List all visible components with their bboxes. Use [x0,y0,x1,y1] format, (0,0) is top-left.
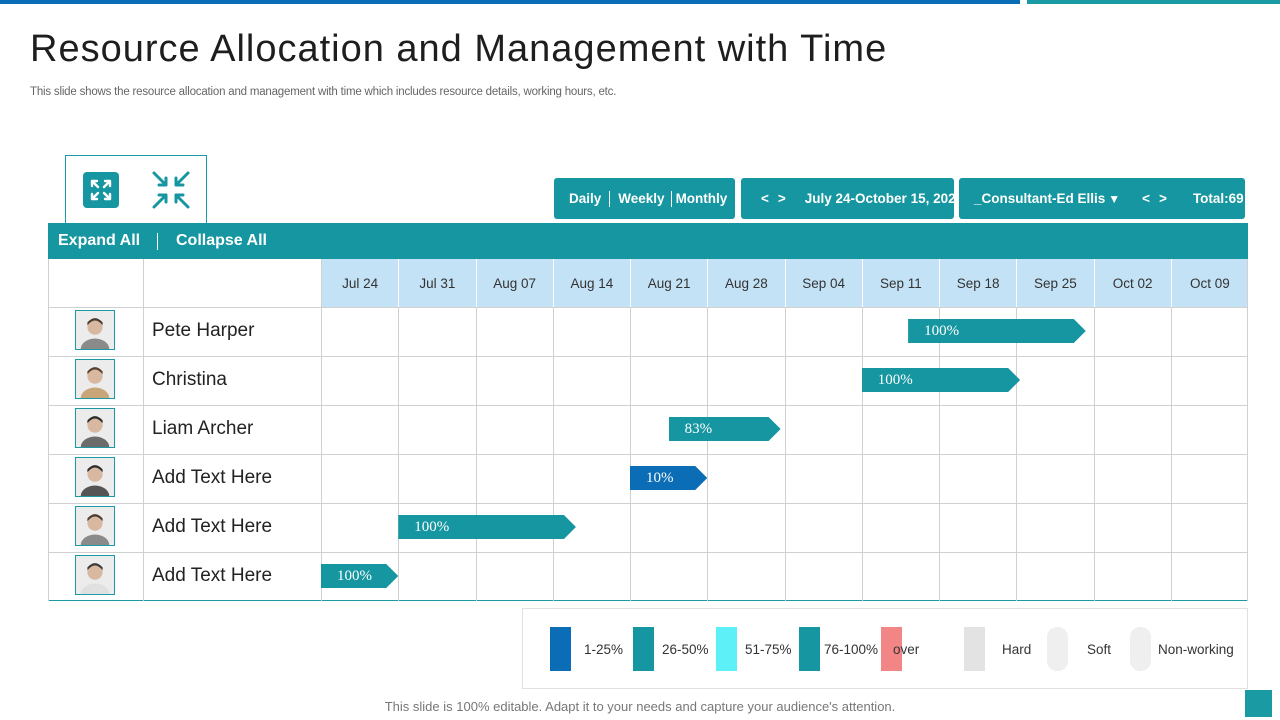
grid-line [48,552,1248,553]
resource-name: Add Text Here [152,516,273,537]
collapse-arrows-icon[interactable] [151,170,191,210]
avatar [75,506,115,546]
view-toggle-panel [65,155,207,224]
grid-line [321,259,322,601]
view-mode-switch: Daily Weekly Monthly [554,178,735,219]
prev-range-button[interactable]: < [761,191,769,206]
daily-button[interactable]: Daily [569,191,602,206]
expand-all-button[interactable]: Expand All [58,232,141,249]
legend-label: 1-25% [584,642,624,657]
page-title: Resource Allocation and Management with … [30,28,888,70]
allocation-bar[interactable]: 100% [908,319,1086,343]
allocation-bar[interactable]: 10% [630,466,707,490]
corner-accent [1245,690,1272,717]
avatar [75,359,115,399]
week-header: Oct 02 [1093,259,1171,307]
legend-swatch [1047,627,1068,671]
grid-line [48,454,1248,455]
legend: 1-25% 26-50% 51-75% 76-100% over Hard Soft Non-… [522,608,1248,689]
date-range-label: July 24-October 15, 2021 [804,191,964,206]
top-accent-bar-teal [1027,0,1280,4]
week-header: Sep 25 [1016,259,1094,307]
grid-line [1247,259,1248,601]
allocation-bar[interactable]: 100% [862,368,1020,392]
toolbar-divider [157,233,158,250]
consultant-panel: _Consultant-Ed Ellis ▼ < > Total:69 [959,178,1245,219]
legend-label: Soft [1087,642,1112,657]
legend-swatch [1130,627,1151,671]
avatar [75,310,115,350]
grid-line [48,356,1248,357]
grid-line [48,307,1248,308]
consultant-select[interactable]: _Consultant-Ed Ellis [974,191,1106,206]
prev-consultant-button[interactable]: < [1142,191,1151,206]
grid-line [143,259,144,601]
week-header: Aug 28 [707,259,785,307]
next-range-button[interactable]: > [777,191,786,206]
legend-label: over [893,642,920,657]
gantt-grid: Jul 24 Jul 31 Aug 07 Aug 14 Aug 21 Aug 28 Sep … [48,259,1248,601]
avatar [75,457,115,497]
resource-name: Pete Harper [152,320,255,341]
collapse-all-button[interactable]: Collapse All [176,232,267,249]
legend-swatch [881,627,902,671]
legend-swatch [633,627,654,671]
week-header: Aug 14 [552,259,630,307]
legend-label: 26-50% [662,642,709,657]
avatar [75,408,115,448]
week-header: Sep 18 [939,259,1017,307]
week-header: Jul 24 [321,259,399,307]
week-header: Aug 07 [475,259,553,307]
allocation-bar[interactable]: 100% [398,515,576,539]
legend-swatch [964,627,985,671]
legend-swatch [716,627,737,671]
resource-name: Add Text Here [152,565,273,586]
expand-collapse-toolbar: Expand All Collapse All [48,223,1248,259]
grid-line [48,405,1248,406]
dropdown-arrow-icon[interactable]: ▼ [1108,191,1121,206]
resource-name: Christina [152,369,227,390]
allocation-bar[interactable]: 83% [669,417,781,441]
week-header: Aug 21 [630,259,708,307]
legend-swatch [550,627,571,671]
week-header: Jul 31 [398,259,476,307]
legend-swatch [799,627,820,671]
week-header: Sep 11 [861,259,939,307]
top-accent-bar-blue [0,0,1020,4]
avatar [75,555,115,595]
date-range-panel: < > July 24-October 15, 2021 [741,178,963,219]
legend-label: Non-working [1158,642,1234,657]
expand-arrows-icon[interactable] [83,172,119,208]
allocation-bar[interactable]: 100% [321,564,398,588]
footer-note: This slide is 100% editable. Adapt it to… [384,699,896,714]
next-consultant-button[interactable]: > [1159,191,1167,206]
total-count: Total:69 [1192,191,1244,206]
grid-line [48,259,49,601]
resource-name: Add Text Here [152,467,273,488]
weekly-button[interactable]: Weekly [618,191,665,206]
legend-label: Hard [1002,642,1032,657]
week-header: Sep 04 [784,259,862,307]
legend-label: 76-100% [824,642,879,657]
resource-name: Liam Archer [152,418,254,439]
page-subtitle: This slide shows the resource allocation… [30,86,617,98]
grid-line [48,503,1248,504]
monthly-button[interactable]: Monthly [675,191,728,206]
week-header: Oct 09 [1170,259,1248,307]
legend-label: 51-75% [745,642,792,657]
